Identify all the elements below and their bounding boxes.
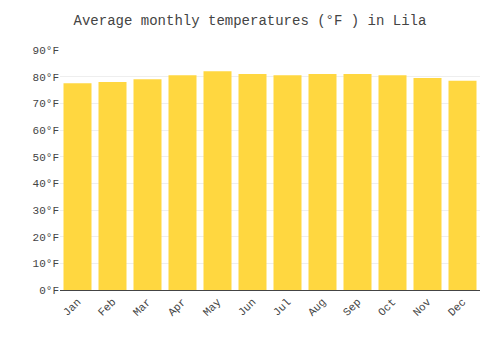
svg-text:0°F: 0°F [39, 285, 59, 297]
svg-text:30°F: 30°F [33, 205, 59, 217]
svg-text:Nov: Nov [411, 296, 434, 319]
svg-text:Average monthly temperatures (: Average monthly temperatures (°F ) in Li… [74, 13, 427, 29]
svg-text:60°F: 60°F [33, 125, 59, 137]
svg-text:40°F: 40°F [33, 178, 59, 190]
svg-text:Jan: Jan [61, 296, 83, 318]
svg-text:Jul: Jul [271, 296, 293, 318]
svg-text:Mar: Mar [131, 296, 153, 318]
svg-text:Dec: Dec [446, 296, 468, 318]
svg-text:Sep: Sep [341, 296, 363, 318]
svg-text:Feb: Feb [96, 296, 118, 318]
svg-text:May: May [201, 296, 224, 319]
svg-text:Oct: Oct [376, 296, 398, 318]
svg-text:90°F: 90°F [33, 45, 59, 57]
svg-text:Aug: Aug [306, 296, 328, 318]
svg-text:Jun: Jun [236, 296, 258, 318]
svg-text:Apr: Apr [166, 296, 188, 318]
svg-text:50°F: 50°F [33, 152, 59, 164]
svg-text:20°F: 20°F [33, 232, 59, 244]
svg-text:80°F: 80°F [33, 72, 59, 84]
svg-text:70°F: 70°F [33, 98, 59, 110]
svg-text:10°F: 10°F [33, 258, 59, 270]
